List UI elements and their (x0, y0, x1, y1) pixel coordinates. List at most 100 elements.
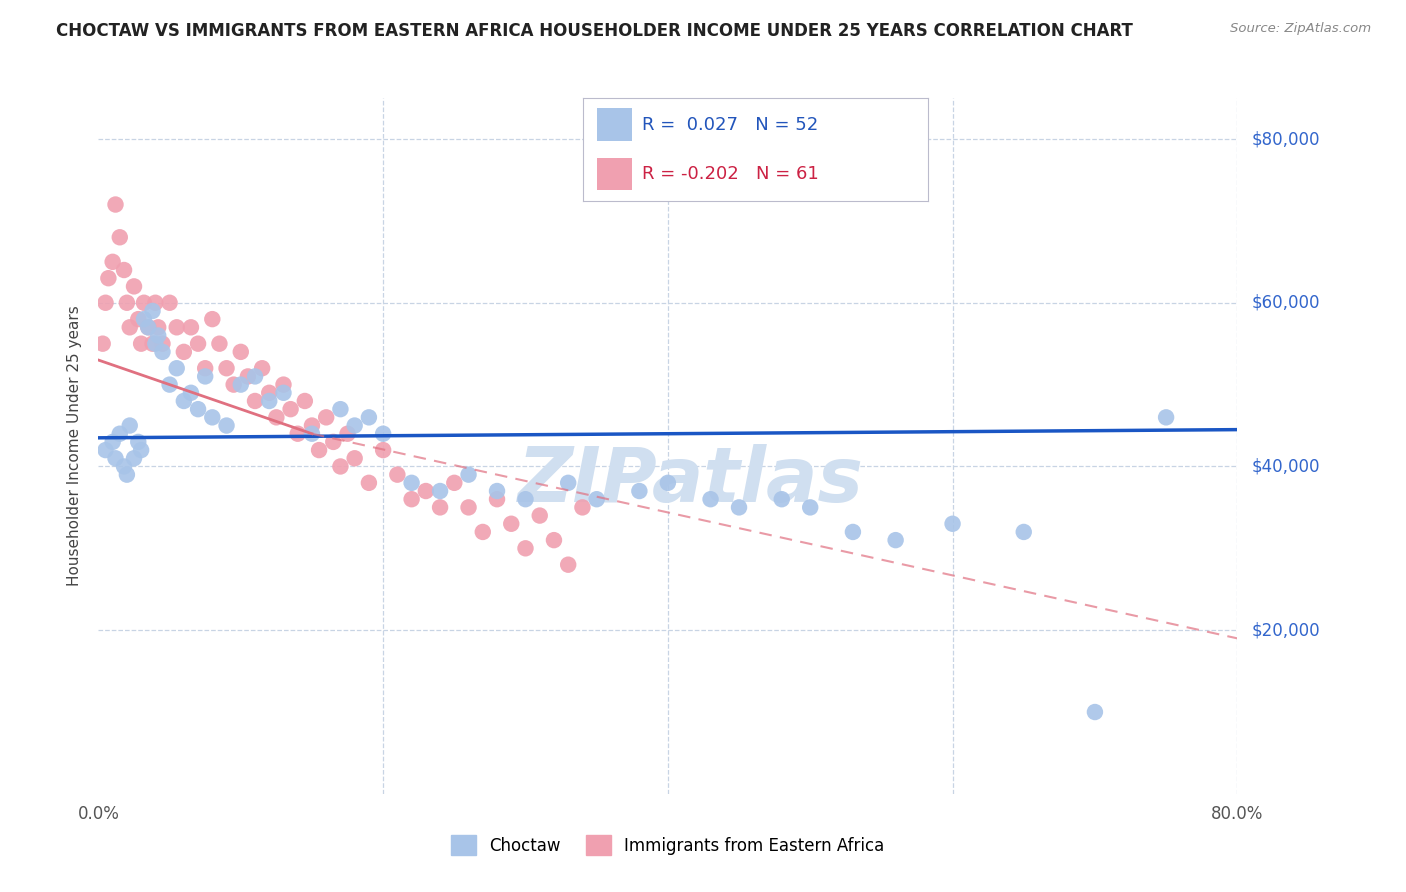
Point (229, 377, 252, 392)
Point (112, 459, 135, 474)
Point (273, 377, 295, 392)
Text: R = -0.202   N = 61: R = -0.202 N = 61 (643, 165, 818, 183)
Point (1084, 705, 1107, 719)
Point (159, 295, 181, 310)
Point (132, 312, 155, 326)
Point (97, 271, 120, 285)
Text: $60,000: $60,000 (1251, 293, 1320, 312)
Point (457, 500, 479, 515)
Point (1154, 410, 1177, 425)
Point (259, 394, 281, 409)
Point (215, 361, 238, 376)
Point (301, 418, 323, 433)
Point (229, 344, 252, 359)
Point (699, 492, 721, 507)
Text: R =  0.027   N = 52: R = 0.027 N = 52 (643, 116, 818, 134)
FancyBboxPatch shape (598, 158, 631, 190)
Point (108, 426, 131, 441)
Point (118, 418, 141, 433)
Point (104, 451, 127, 466)
Point (136, 320, 159, 334)
Point (194, 361, 217, 376)
Point (145, 336, 167, 351)
Point (280, 402, 302, 417)
Text: $80,000: $80,000 (1251, 130, 1320, 148)
Point (515, 492, 537, 507)
Point (215, 418, 238, 433)
Point (571, 500, 593, 515)
Point (329, 402, 352, 417)
Point (129, 443, 152, 458)
Point (112, 263, 135, 277)
Point (166, 361, 188, 376)
Point (273, 385, 295, 400)
Point (266, 410, 288, 425)
Point (343, 451, 366, 466)
Point (180, 385, 202, 400)
Point (132, 295, 155, 310)
Text: CHOCTAW VS IMMIGRANTS FROM EASTERN AFRICA HOUSEHOLDER INCOME UNDER 25 YEARS CORR: CHOCTAW VS IMMIGRANTS FROM EASTERN AFRIC… (56, 22, 1133, 40)
Point (201, 312, 224, 326)
Point (343, 418, 366, 433)
Point (127, 312, 149, 326)
Point (543, 533, 565, 548)
Point (148, 328, 170, 343)
Text: Source: ZipAtlas.com: Source: ZipAtlas.com (1230, 22, 1371, 36)
Point (118, 320, 141, 334)
Point (294, 394, 316, 409)
Point (122, 279, 145, 293)
Point (486, 492, 509, 507)
Legend: Choctaw, Immigrants from Eastern Africa: Choctaw, Immigrants from Eastern Africa (444, 829, 891, 862)
Point (557, 558, 579, 572)
Point (152, 336, 174, 351)
Point (357, 475, 380, 490)
Point (141, 304, 163, 318)
Point (243, 369, 266, 384)
Point (728, 500, 751, 515)
Point (884, 533, 907, 548)
Point (429, 483, 451, 498)
Point (152, 344, 174, 359)
Point (585, 492, 607, 507)
Point (471, 524, 494, 539)
Point (101, 434, 124, 449)
Y-axis label: Householder Income Under 25 years: Householder Income Under 25 years (67, 306, 83, 586)
Point (127, 434, 149, 449)
Point (115, 295, 138, 310)
Point (208, 336, 231, 351)
Point (136, 320, 159, 334)
Point (94, 443, 117, 458)
Point (141, 336, 163, 351)
Point (308, 443, 330, 458)
Point (336, 426, 359, 441)
Point (657, 475, 679, 490)
Point (371, 426, 394, 441)
Point (401, 492, 423, 507)
Point (101, 255, 124, 269)
Point (401, 475, 423, 490)
Point (129, 336, 152, 351)
Point (115, 467, 138, 482)
Point (159, 377, 181, 392)
Point (429, 500, 451, 515)
Point (173, 344, 195, 359)
Point (557, 475, 579, 490)
Point (201, 410, 224, 425)
Point (287, 426, 309, 441)
Point (122, 451, 145, 466)
Point (315, 410, 337, 425)
Point (187, 402, 209, 417)
Point (173, 394, 195, 409)
Point (322, 434, 344, 449)
Point (243, 394, 266, 409)
Point (1012, 524, 1035, 539)
Point (145, 295, 167, 310)
Point (942, 516, 965, 531)
Point (457, 467, 479, 482)
FancyBboxPatch shape (598, 109, 631, 141)
Point (94, 295, 117, 310)
Point (329, 459, 352, 474)
Point (842, 524, 865, 539)
Text: $20,000: $20,000 (1251, 621, 1320, 640)
Point (108, 230, 131, 244)
